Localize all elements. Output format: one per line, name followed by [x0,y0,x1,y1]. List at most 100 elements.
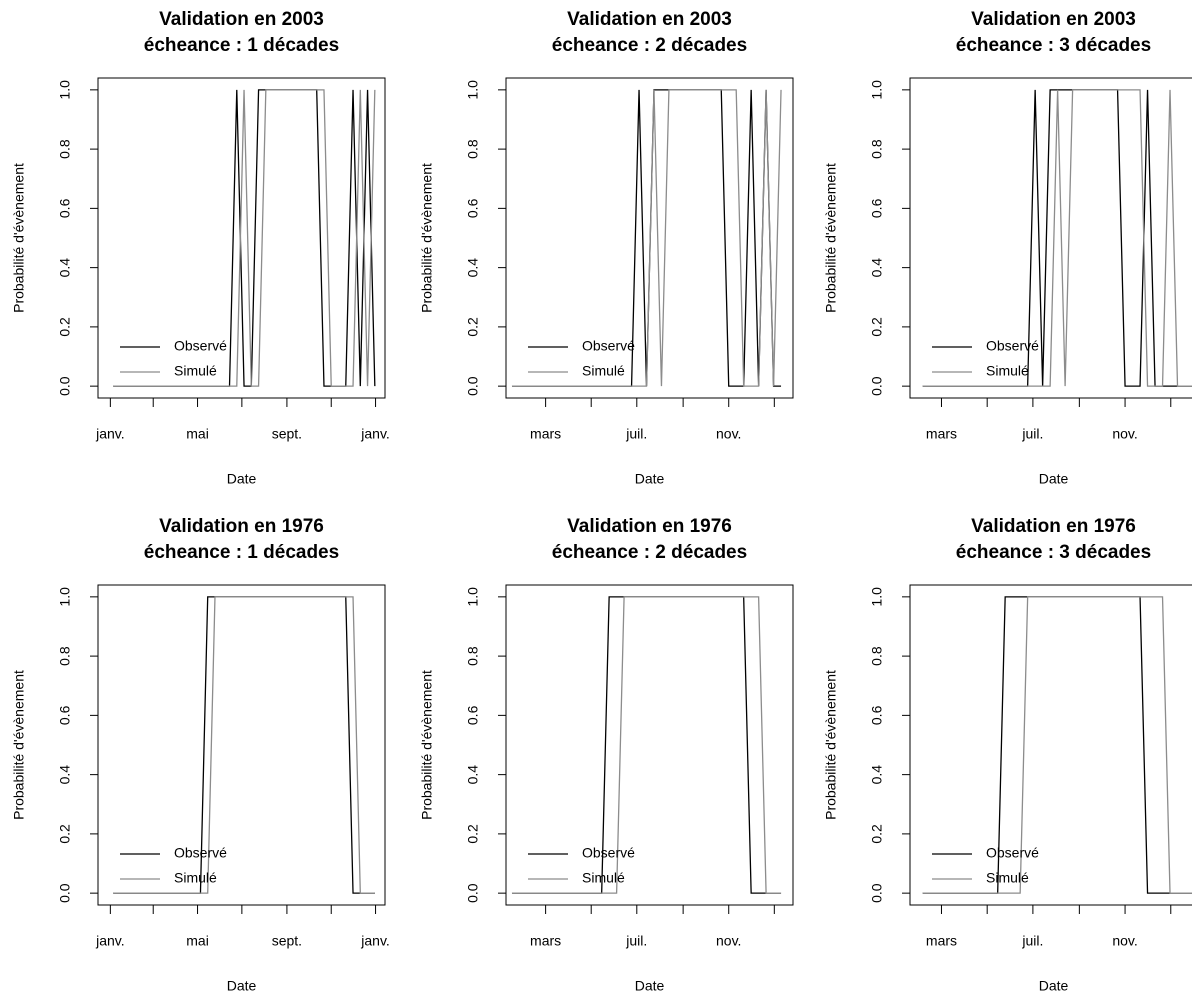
chart-subtitle: écheance : 2 décades [552,35,747,56]
x-tick-label: nov. [1112,426,1137,442]
y-tick-label: 0.6 [57,198,73,218]
series-line [922,596,1192,894]
series-line [511,596,782,894]
x-tick-label: juil. [1021,933,1043,949]
x-tick-label: mars [530,426,561,442]
y-axis-label: Probabilité d'évènement [11,163,27,313]
y-tick-label: 0.4 [465,765,481,785]
y-tick-label: 0.8 [57,139,73,159]
x-tick-label: mai [186,426,209,442]
plot-box [505,584,794,906]
y-axis-label: Probabilité d'évènement [11,670,27,820]
panel: Validation en 2003 écheance : 2 décades Da… [419,9,794,487]
legend-label: Observé [582,845,635,861]
chart-subtitle: écheance : 3 décades [956,542,1151,563]
y-tick-label: 0.0 [465,376,481,396]
y-tick-label: 0.4 [869,258,885,278]
chart-title: Validation en 2003 [159,9,324,30]
y-tick-label: 0.0 [869,883,885,903]
y-tick-label: 0.6 [869,705,885,725]
chart-subtitle: écheance : 2 décades [552,542,747,563]
x-tick-label: nov. [716,933,741,949]
y-tick-label: 0.6 [57,705,73,725]
y-tick-label: 0.2 [57,824,73,844]
x-axis-label: Date [227,978,257,994]
y-tick-label: 0.0 [869,376,885,396]
x-tick-label: mars [530,933,561,949]
x-tick-label: janv. [95,933,125,949]
y-tick-label: 0.8 [57,646,73,666]
y-tick-label: 0.6 [465,705,481,725]
y-tick-label: 0.2 [465,824,481,844]
y-axis-label: Probabilité d'évènement [419,670,435,820]
chart-title: Validation en 1976 [971,516,1136,537]
y-tick-label: 0.8 [465,646,481,666]
y-axis-label: Probabilité d'évènement [823,670,839,820]
y-tick-label: 0.0 [57,376,73,396]
y-tick-label: 0.6 [465,198,481,218]
x-tick-label: mai [186,933,209,949]
series-line [922,89,1192,387]
legend-label: Observé [582,338,635,354]
x-tick-label: mars [926,426,957,442]
panel: Validation en 1976 écheance : 1 décades Da… [11,516,390,994]
series-line [511,89,782,387]
legend-label: Simulé [174,870,217,886]
x-tick-label: nov. [1112,933,1137,949]
panel: Validation en 1976 écheance : 2 décades Da… [419,516,794,994]
series-line [113,596,375,894]
plot-box [909,584,1192,906]
legend-label: Observé [986,338,1039,354]
panel: Validation en 2003 écheance : 3 décades Da… [823,9,1192,487]
chart-title: Validation en 1976 [159,516,324,537]
y-tick-label: 1.0 [57,80,73,100]
y-axis-label: Probabilité d'évènement [419,163,435,313]
chart-title: Validation en 1976 [567,516,732,537]
y-tick-label: 0.6 [869,198,885,218]
plot-box [97,77,386,399]
y-tick-label: 0.8 [869,646,885,666]
x-axis-label: Date [635,471,665,487]
x-tick-label: nov. [716,426,741,442]
y-tick-label: 1.0 [869,587,885,607]
y-tick-label: 1.0 [869,80,885,100]
y-tick-label: 0.4 [57,258,73,278]
legend-label: Simulé [986,870,1029,886]
legend-label: Observé [986,845,1039,861]
x-axis-label: Date [1039,978,1069,994]
x-tick-label: sept. [272,933,302,949]
legend-label: Simulé [986,363,1029,379]
x-tick-label: juil. [1021,426,1043,442]
y-tick-label: 1.0 [57,587,73,607]
x-tick-label: juil. [625,426,647,442]
x-tick-label: janv. [360,933,390,949]
x-axis-label: Date [1039,471,1069,487]
x-tick-label: janv. [95,426,125,442]
y-tick-label: 0.2 [869,317,885,337]
chart-title: Validation en 2003 [567,9,732,30]
chart-subtitle: écheance : 3 décades [956,35,1151,56]
legend-label: Observé [174,845,227,861]
x-tick-label: juil. [625,933,647,949]
legend-label: Simulé [174,363,217,379]
x-tick-label: sept. [272,426,302,442]
y-tick-label: 0.0 [465,883,481,903]
y-tick-label: 0.0 [57,883,73,903]
y-tick-label: 0.4 [465,258,481,278]
y-tick-label: 1.0 [465,80,481,100]
series-line [113,89,376,387]
y-tick-label: 0.4 [57,765,73,785]
series-line [511,596,782,894]
y-tick-label: 0.2 [465,317,481,337]
y-axis-label: Probabilité d'évènement [823,163,839,313]
x-tick-label: janv. [360,426,390,442]
series-line [511,89,782,387]
y-tick-label: 0.2 [869,824,885,844]
chart-title: Validation en 2003 [971,9,1136,30]
y-tick-label: 1.0 [465,587,481,607]
series-line [922,596,1192,894]
x-tick-label: mars [926,933,957,949]
chart-subtitle: écheance : 1 décades [144,542,339,563]
